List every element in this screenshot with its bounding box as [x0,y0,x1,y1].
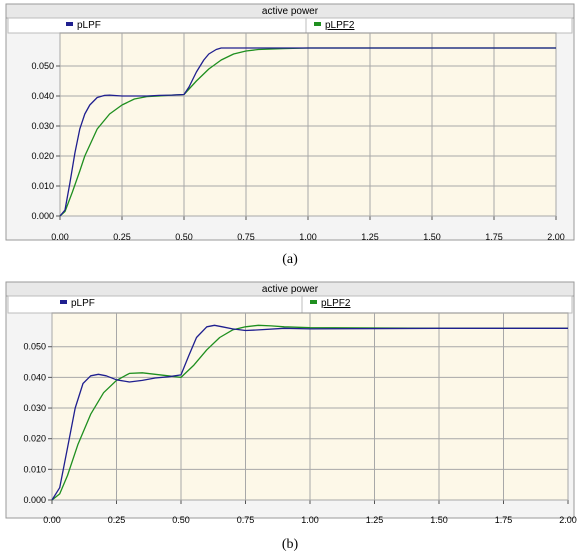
x-tick-label: 1.50 [430,515,448,525]
x-tick-label: 0.75 [237,232,255,242]
chart-panel-a: active power pLPF pLPF2 0.00 0.25 0.50 0.75 1.0… [5,3,575,267]
figure-caption: (b) [282,537,299,552]
y-tick-label: 0.020 [31,151,54,161]
y-tick-label: 0.010 [31,181,54,191]
x-tick-label: 0.00 [51,232,69,242]
y-tick-label: 0.020 [23,434,46,444]
chart-title: active power [262,6,319,17]
y-tick-label: 0.000 [31,211,54,221]
chart-title: active power [262,284,319,295]
legend-label-plpf[interactable]: pLPF [71,298,95,309]
y-tick-label: 0.030 [31,121,54,131]
y-tick-label: 0.010 [23,464,46,474]
x-tick-label: 1.75 [495,515,513,525]
x-tick-label: 0.00 [43,515,61,525]
y-tick-label: 0.040 [31,91,54,101]
series-line-plpf [59,47,556,217]
x-tick-label: 0.25 [108,515,126,525]
y-tick-label: 0.050 [23,342,46,352]
y-tick-label: 0.040 [23,372,46,382]
legend-swatch-plpf2 [314,22,321,26]
y-tick-label: 0.000 [23,495,46,505]
x-tick-label: 2.00 [547,232,565,242]
legend-label-plpf2[interactable]: pLPF2 [321,298,351,309]
figure-caption: (a) [282,252,298,267]
legend-label-plpf2[interactable]: pLPF2 [325,20,355,31]
x-tick-label: 0.50 [175,232,193,242]
series-line-plpf [51,324,568,501]
x-tick-label: 1.25 [366,515,384,525]
x-tick-label: 1.25 [361,232,379,242]
chart-panel-b: active power pLPF pLPF2 0.00 0.25 0.50 0.75 1.0… [5,281,577,552]
x-tick-label: 1.50 [423,232,441,242]
x-tick-label: 2.00 [559,515,577,525]
x-tick-label: 1.75 [485,232,503,242]
x-tick-label: 0.25 [113,232,131,242]
series-line-plpf2 [51,324,568,501]
legend-swatch-plpf2 [310,300,317,304]
legend-swatch-plpf [66,22,73,26]
y-tick-label: 0.030 [23,403,46,413]
x-tick-label: 0.50 [172,515,190,525]
legend-swatch-plpf [60,300,67,304]
legend-label-plpf[interactable]: pLPF [77,20,101,31]
x-tick-label: 0.75 [237,515,255,525]
x-tick-label: 1.00 [301,515,319,525]
x-tick-label: 1.00 [299,232,317,242]
y-tick-label: 0.050 [31,61,54,71]
